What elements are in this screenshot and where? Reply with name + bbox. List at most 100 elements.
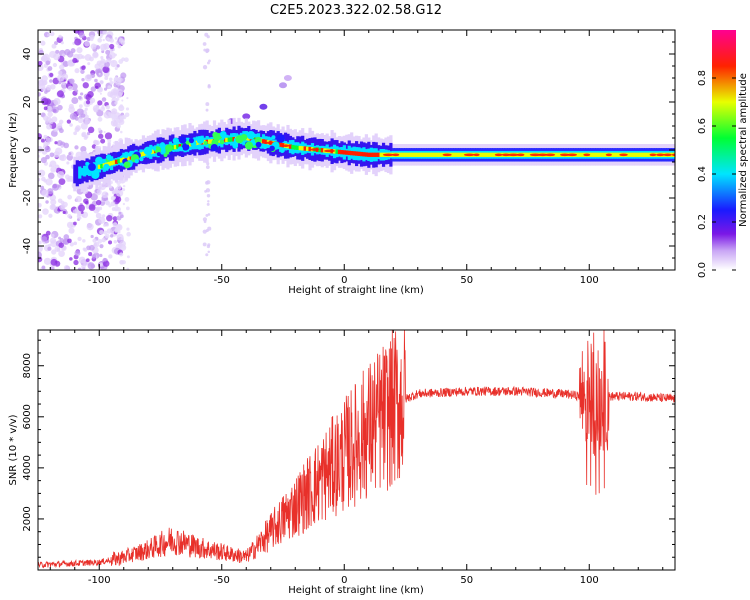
- spectrogram-noise-blob: [122, 184, 126, 188]
- spectrogram-noise-blob: [103, 260, 110, 267]
- spectrogram-noise-blob: [101, 50, 105, 54]
- x-tick-label: -100: [88, 275, 111, 286]
- spectrogram-streak: [205, 253, 209, 257]
- spectrogram-blob: [91, 170, 100, 179]
- spectrogram-noise-blob: [78, 216, 82, 220]
- spectrogram-blob: [240, 133, 248, 141]
- spectrogram-noise-blob: [78, 32, 85, 39]
- spectrogram-noise-blob: [117, 224, 122, 229]
- spectrogram-band-core: [261, 139, 266, 144]
- spectrogram-noise-blob: [115, 118, 120, 123]
- spectrogram-noise-blob: [125, 107, 130, 111]
- spectrogram-noise-blob: [78, 256, 86, 264]
- spectrogram-noise-blob: [49, 152, 55, 158]
- spectrogram-band-core: [377, 152, 381, 157]
- spectrogram-noise-blob: [87, 91, 94, 98]
- spectrogram-blob: [123, 153, 129, 159]
- spectrogram-noise-blob: [38, 214, 43, 219]
- spectrogram-noise-blob: [113, 188, 119, 195]
- spectrogram-band-core: [641, 152, 645, 157]
- spectrogram-noise-blob: [86, 131, 91, 136]
- spectrogram-band-core: [558, 152, 562, 157]
- spectrogram-noise-blob: [38, 60, 43, 66]
- y-tick-label: 8000: [22, 353, 33, 378]
- spectrogram-noise-blob: [66, 221, 74, 229]
- spectrogram-band-core: [433, 152, 437, 157]
- spectrogram-noise-blob: [96, 60, 102, 66]
- spectrogram-noise-blob: [76, 47, 83, 54]
- spectrogram-noise-blob: [114, 37, 118, 40]
- x-tick-label: 50: [460, 275, 473, 286]
- spectrogram-band-core: [350, 150, 354, 156]
- spectrogram-band-core: [107, 161, 111, 167]
- spectrogram-noise-blob: [103, 131, 106, 134]
- spectrogram-blob: [177, 146, 183, 152]
- spectrogram-noise-blob: [112, 61, 115, 64]
- spectrogram-noise-blob: [47, 66, 53, 71]
- spectrogram-band-core: [526, 152, 530, 157]
- spectrogram-noise-blob: [119, 252, 124, 257]
- spectrogram-band-core: [141, 151, 146, 156]
- y-tick-label: 40: [22, 48, 33, 61]
- spectrogram-noise-blob: [41, 97, 49, 106]
- spectrogram-noise-blob: [99, 92, 102, 95]
- y-tick-label: -20: [22, 190, 33, 206]
- spectrogram-noise-blob: [89, 97, 96, 104]
- spectrogram-noise-blob: [47, 246, 52, 251]
- colorbar-label: Normalized spectral amplitude: [738, 73, 749, 227]
- spectrogram-peak-spot: [507, 153, 519, 157]
- spectrogram-noise-blob: [82, 247, 86, 251]
- spectrogram-noise-blob: [42, 208, 49, 215]
- y-tick-label: 6000: [22, 404, 33, 429]
- spectrogram-band-core: [411, 152, 415, 157]
- spectrogram-band-core: [595, 152, 599, 157]
- spectrogram-blob: [196, 136, 205, 144]
- spectrogram-peak-spot: [324, 149, 336, 153]
- spectrogram-noise-blob: [68, 103, 74, 109]
- spectrogram-band-core: [457, 152, 462, 157]
- spectrogram-noise-blob: [99, 229, 104, 235]
- spectrogram-noise-blob: [41, 176, 46, 182]
- spectrogram-noise-blob: [99, 263, 103, 267]
- spectrogram-peak-spot: [544, 153, 556, 157]
- spectrogram-peak-spot: [619, 153, 628, 157]
- spectrogram-noise-blob: [63, 234, 70, 240]
- spectrogram-blob: [123, 161, 131, 169]
- spectrogram-noise-blob: [46, 123, 52, 130]
- spectrogram-noise-blob: [114, 229, 118, 233]
- spectrogram-noise-blob: [76, 108, 84, 116]
- spectrogram-noise-blob: [88, 204, 96, 211]
- spectrogram-noise-blob: [58, 80, 62, 85]
- spectrogram-noise-blob: [114, 76, 119, 81]
- spectrogram-band-mid: [85, 165, 89, 176]
- spectrogram-noise-blob: [38, 145, 43, 153]
- spectrogram-noise-blob: [81, 264, 86, 269]
- spectrogram-harmonic-blob: [259, 103, 268, 110]
- spectrogram-streak: [205, 165, 210, 170]
- spectrogram-band-core: [482, 152, 486, 157]
- spectrogram-noise-blob: [52, 62, 58, 68]
- spectrogram-noise-blob: [74, 250, 81, 257]
- spectrogram-band-core: [428, 152, 432, 157]
- spectrogram-noise-blob: [107, 138, 112, 143]
- spectrogram-noise-blob: [50, 199, 57, 206]
- spectrogram-band-core: [453, 152, 457, 157]
- spectrogram-noise-blob: [67, 238, 72, 244]
- x-tick-label: -100: [88, 575, 111, 586]
- snr-x-label: Height of straight line (km): [288, 585, 424, 596]
- spectrogram-noise-blob: [38, 245, 43, 253]
- spectrogram-noise-blob: [109, 38, 114, 43]
- spectrogram-noise-blob: [67, 85, 73, 91]
- spectrogram-band-core: [577, 152, 582, 157]
- spectrogram-noise-blob: [81, 133, 86, 138]
- spectrogram-noise-blob: [73, 221, 77, 226]
- spectrogram-blob: [244, 141, 254, 150]
- spectrogram-noise-blob: [106, 228, 113, 234]
- spectrogram-streak: [206, 202, 210, 206]
- spectrogram-band-core: [401, 152, 405, 157]
- spectrogram-band-core: [288, 144, 293, 149]
- spectrogram-noise-blob: [97, 127, 102, 132]
- spectrogram-noise-blob: [77, 117, 84, 124]
- spectrogram-band-core: [379, 152, 383, 157]
- spectrogram-band-core: [524, 152, 528, 157]
